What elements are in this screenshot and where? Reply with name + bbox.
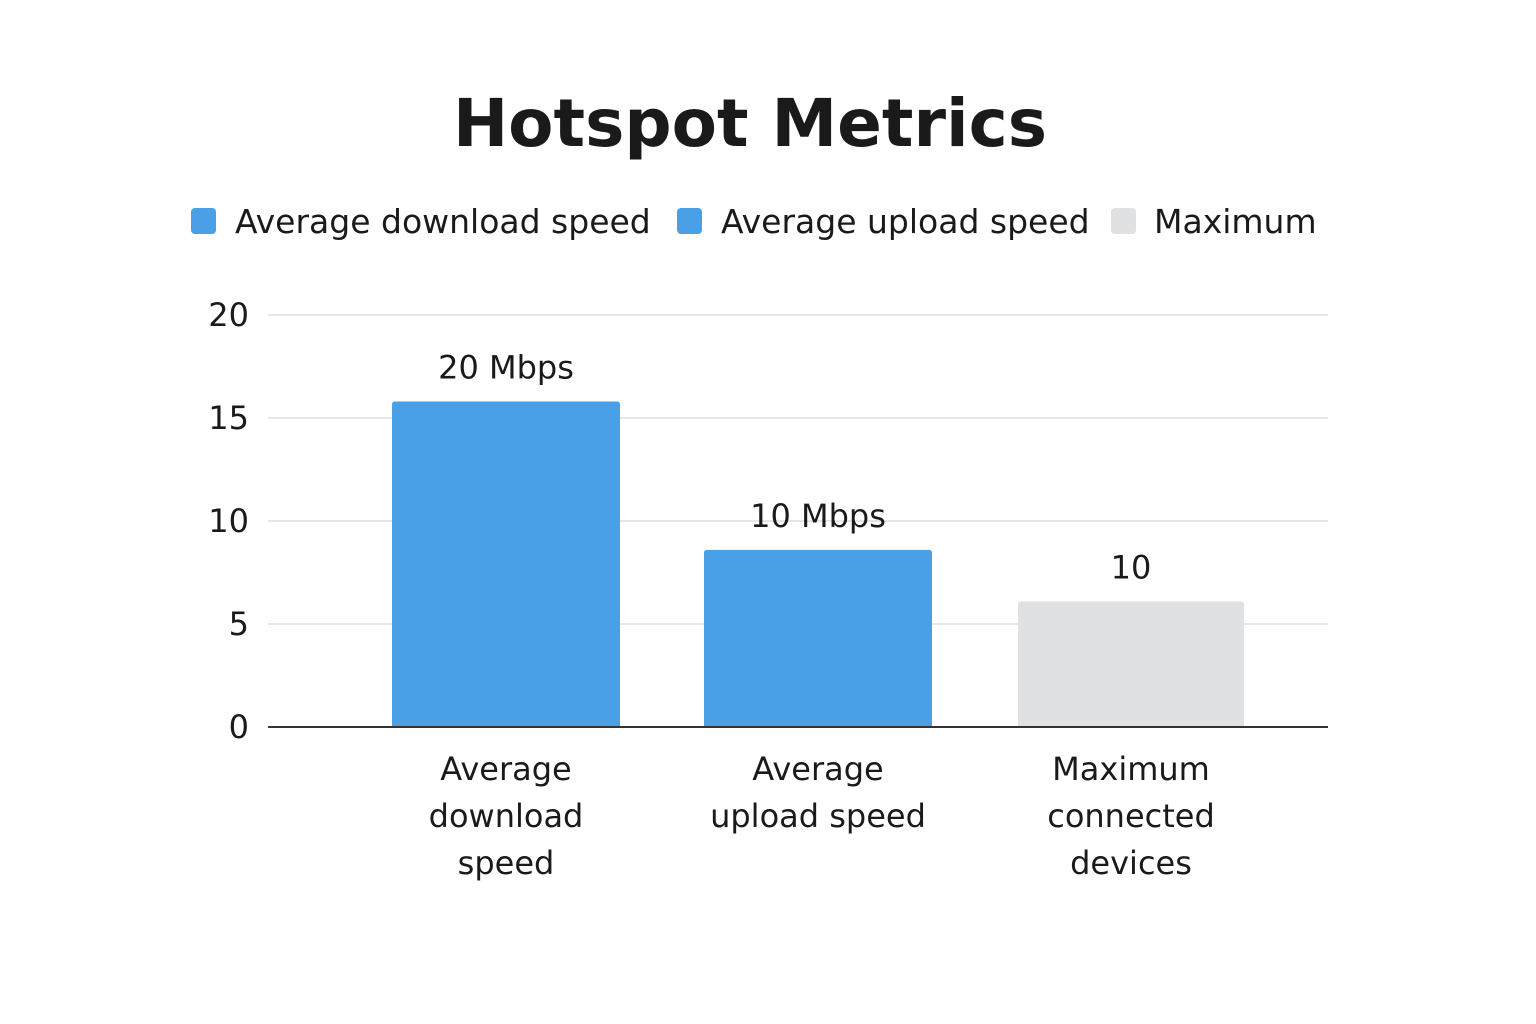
data-labels: 20 Mbps 10 Mbps 10 [438,349,1151,587]
y-tick-label: 20 [208,296,249,334]
legend-swatch [191,208,216,234]
y-tick-label: 0 [229,708,249,746]
y-tick-label: 5 [229,605,249,643]
category-label: connected [1047,797,1215,835]
chart-title: Hotspot Metrics [453,85,1047,162]
bar [1018,601,1244,727]
legend-label: Average upload speed [721,202,1090,241]
y-tick-label: 15 [208,399,249,437]
y-axis-ticks: 0 5 10 15 20 [208,296,249,746]
legend-swatch [677,208,702,234]
y-tick-label: 10 [208,502,249,540]
legend: Average download speed Average upload spe… [191,202,1317,241]
legend-swatch [1111,208,1136,234]
bar [704,549,932,727]
category-label: upload speed [710,797,926,835]
x-axis-labels: Average download speed Average upload speed M… [429,750,1215,882]
category-label: speed [458,844,555,882]
legend-label: Maximum [1154,202,1317,241]
data-label: 10 Mbps [750,497,886,535]
bars [392,401,1244,727]
legend-label: Average download speed [235,202,651,241]
bar [392,401,620,727]
category-label: devices [1070,844,1192,882]
category-label: Average [752,750,883,788]
data-label: 20 Mbps [438,349,574,387]
category-label: Maximum [1052,750,1210,788]
category-label: Average [440,750,571,788]
category-label: download [429,797,584,835]
data-label: 10 [1111,548,1152,586]
